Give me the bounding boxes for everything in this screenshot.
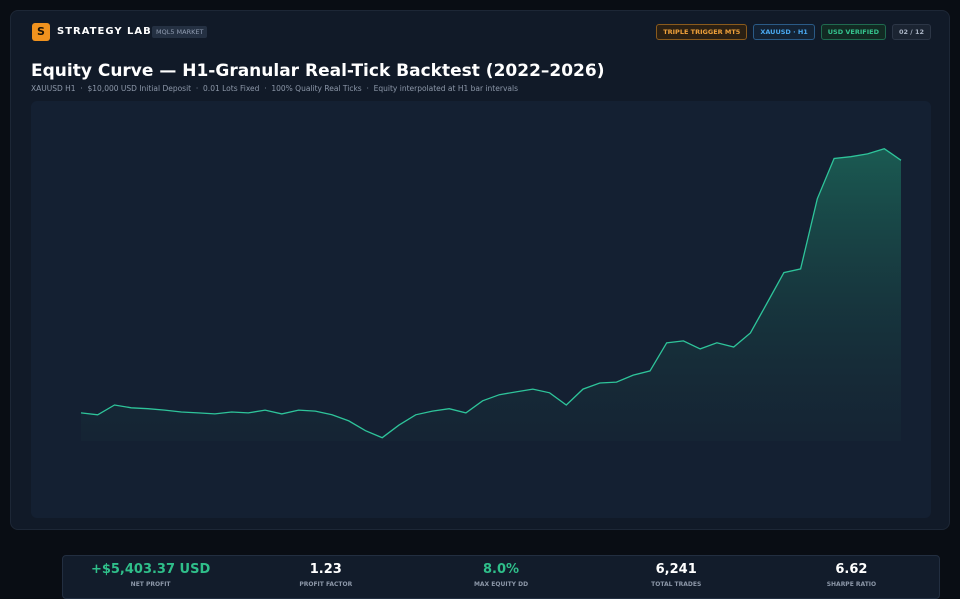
stat-value: +$5,403.37 USD: [90, 562, 211, 577]
equity-line: [80, 147, 902, 439]
card: S STRATEGY LAB. MQL5 MARKET TRIPLE TRIGG…: [10, 10, 950, 599]
stat-value: 6,241: [655, 562, 697, 577]
stat: 1.23 PROFIT FACTOR: [238, 556, 413, 598]
badge: XAUUSD · H1: [753, 24, 815, 40]
stat: 6.62 SHARPE RATIO: [764, 556, 939, 598]
chart: [80, 147, 902, 441]
badge: USD VERIFIED: [820, 24, 886, 40]
page-counter: 02 / 12: [892, 24, 931, 40]
equity-area: [81, 148, 901, 441]
stat-label: MAX EQUITY DD: [473, 581, 529, 588]
stat-label: NET PROFIT: [130, 581, 171, 588]
stat-label: TOTAL TRADES: [651, 581, 702, 588]
badge: TRIPLE TRIGGER MT5: [656, 24, 748, 40]
page: {"header": {"logo": "S", "brand": "STRAT…: [10, 10, 950, 599]
stat-value: 8.0%: [482, 562, 520, 577]
stat-value: 6.62: [835, 562, 868, 577]
badges: TRIPLE TRIGGER MT5 XAUUSD · H1 USD VERIF…: [656, 24, 931, 40]
chart-panel: +$5,403.37 USD NET PROFIT 1.23 PROFIT FACTO…: [31, 101, 940, 599]
stat-label: PROFIT FACTOR: [299, 581, 353, 588]
stat: 8.0% MAX EQUITY DD: [413, 556, 588, 598]
brand: STRATEGY LAB.: [57, 26, 157, 37]
stat-label: SHARPE RATIO: [826, 581, 877, 588]
stat: +$5,403.37 USD NET PROFIT: [63, 556, 238, 598]
stat: 6,241 TOTAL TRADES: [589, 556, 764, 598]
title: Equity Curve — H1-Granular Real-Tick Bac…: [31, 61, 605, 81]
tag: MQL5 MARKET: [152, 26, 208, 38]
stats: +$5,403.37 USD NET PROFIT 1.23 PROFIT FACTO…: [62, 555, 940, 599]
stat-value: 1.23: [309, 562, 342, 577]
subtitle: XAUUSD H1 · $10,000 USD Initial Deposit …: [31, 84, 518, 93]
logo: S: [32, 23, 50, 41]
